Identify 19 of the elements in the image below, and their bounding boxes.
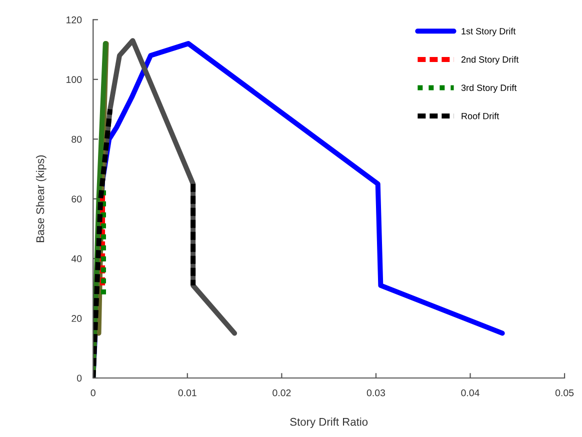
legend-label: 3rd Story Drift [461, 84, 517, 93]
x-tick-label: 0.02 [272, 389, 291, 396]
x-tick-label: 0.04 [461, 389, 480, 396]
legend-label: Roof Drift [462, 112, 500, 120]
y-tick-label: 80 [72, 136, 82, 143]
y-tick-label: 120 [66, 16, 82, 24]
y-axis-title: Base Shear (kips) [36, 155, 46, 242]
legend-label: 1st Story Drift [462, 28, 516, 36]
x-tick-label: 0 [90, 389, 96, 396]
y-tick-label: 0 [76, 374, 82, 382]
y-tick-label: 20 [72, 315, 82, 322]
x-tick-label: 0.01 [178, 389, 196, 396]
y-tick-label: 60 [72, 196, 82, 202]
legend-label: 2nd Story Drift [461, 56, 519, 64]
x-axis-title: Story Drift Ratio [290, 418, 368, 428]
x-tick-label: 0.05 [555, 389, 574, 396]
x-tick-label: 0.03 [366, 389, 386, 396]
y-tick-label: 100 [66, 76, 82, 84]
y-tick-label: 40 [71, 255, 82, 262]
